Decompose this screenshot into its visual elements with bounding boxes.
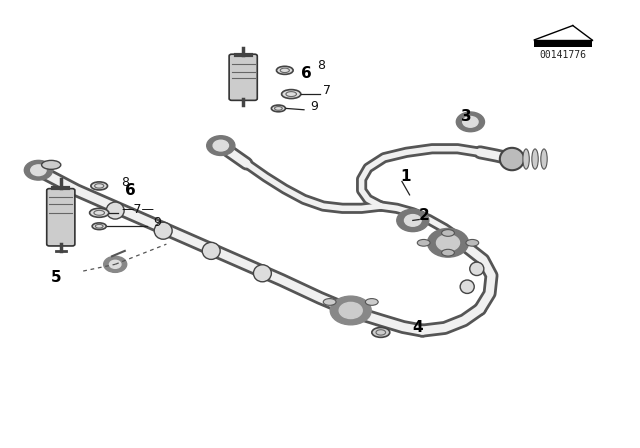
Text: 3: 3 — [461, 109, 472, 124]
Text: 00141776: 00141776 — [540, 50, 587, 60]
Text: 6: 6 — [125, 183, 136, 198]
Ellipse shape — [91, 182, 108, 190]
Circle shape — [456, 112, 484, 132]
Circle shape — [330, 296, 371, 325]
Circle shape — [24, 160, 52, 180]
Text: 8: 8 — [122, 176, 129, 189]
Circle shape — [463, 116, 478, 127]
Ellipse shape — [417, 239, 430, 246]
Text: —7—: —7— — [122, 203, 155, 216]
Circle shape — [213, 140, 228, 151]
Circle shape — [428, 228, 468, 257]
Ellipse shape — [202, 242, 220, 259]
Ellipse shape — [500, 148, 524, 170]
Ellipse shape — [460, 280, 474, 293]
Text: 9: 9 — [154, 216, 161, 229]
Circle shape — [31, 165, 46, 176]
Ellipse shape — [90, 208, 109, 217]
Circle shape — [404, 215, 421, 226]
Ellipse shape — [523, 149, 529, 169]
Ellipse shape — [253, 265, 271, 282]
Ellipse shape — [323, 298, 336, 306]
Text: 7: 7 — [323, 84, 332, 97]
Ellipse shape — [442, 229, 454, 237]
Circle shape — [207, 136, 235, 155]
Text: 8: 8 — [317, 60, 325, 73]
Ellipse shape — [532, 149, 538, 169]
Ellipse shape — [92, 223, 106, 230]
Ellipse shape — [466, 239, 479, 246]
Circle shape — [109, 260, 121, 268]
FancyBboxPatch shape — [534, 40, 592, 47]
Ellipse shape — [282, 90, 301, 99]
Ellipse shape — [470, 262, 484, 276]
Text: 1: 1 — [400, 169, 410, 185]
Circle shape — [339, 302, 362, 319]
Ellipse shape — [42, 160, 61, 169]
Circle shape — [104, 256, 127, 272]
Circle shape — [397, 209, 429, 232]
Circle shape — [436, 235, 460, 251]
Text: 4: 4 — [413, 319, 424, 335]
Ellipse shape — [271, 105, 285, 112]
Text: 2: 2 — [419, 207, 430, 223]
Ellipse shape — [106, 202, 124, 219]
FancyBboxPatch shape — [229, 54, 257, 100]
FancyBboxPatch shape — [47, 189, 75, 246]
Ellipse shape — [365, 298, 378, 306]
Ellipse shape — [541, 149, 547, 169]
Text: 6: 6 — [301, 66, 312, 82]
Text: 5: 5 — [51, 270, 62, 285]
Ellipse shape — [442, 249, 454, 256]
Text: 9: 9 — [310, 100, 318, 113]
Ellipse shape — [154, 222, 172, 239]
Ellipse shape — [372, 327, 390, 337]
Ellipse shape — [276, 66, 293, 74]
